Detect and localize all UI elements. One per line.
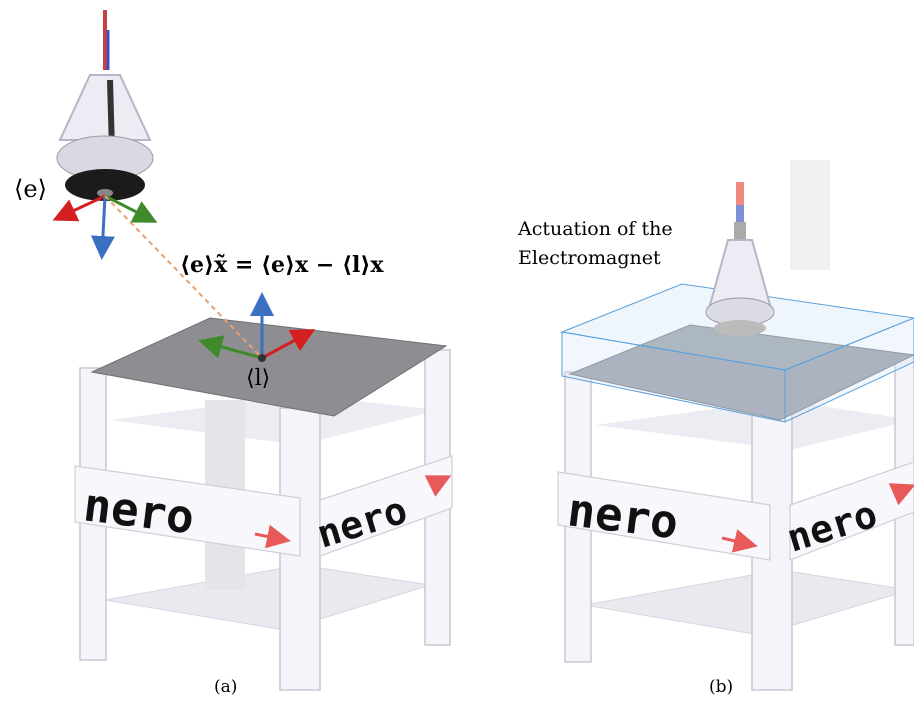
base-bar bbox=[585, 570, 910, 635]
frame-label: ⟨e⟩ bbox=[14, 175, 47, 203]
axis-arrow bbox=[105, 196, 152, 220]
gripper-claw bbox=[60, 75, 150, 140]
panel-a: nero nero ⟨e⟩ ⟨l⟩ ⟨e⟩x̃ = ⟨e⟩x − ⟨l⟩x (a… bbox=[14, 10, 452, 697]
connector bbox=[734, 222, 746, 240]
shadow bbox=[790, 160, 830, 270]
cable bbox=[736, 205, 744, 222]
axis-arrow bbox=[102, 196, 105, 254]
equation: ⟨e⟩x̃ = ⟨e⟩x − ⟨l⟩x bbox=[180, 252, 384, 278]
panel-b: nero nero Actuation of the Electromagnet… bbox=[517, 160, 914, 697]
figure: nero nero ⟨e⟩ ⟨l⟩ ⟨e⟩x̃ = ⟨e⟩x − ⟨l⟩x (a… bbox=[0, 0, 914, 702]
frame-origin bbox=[258, 354, 266, 362]
magnet bbox=[714, 320, 766, 336]
base-bar bbox=[105, 565, 430, 630]
panel-label: (a) bbox=[214, 677, 237, 697]
magnet-center bbox=[97, 189, 113, 197]
frame-label: ⟨l⟩ bbox=[246, 366, 270, 391]
panel-label: (b) bbox=[709, 677, 733, 697]
annotation: Electromagnet bbox=[518, 247, 661, 269]
axis-arrow bbox=[58, 196, 105, 218]
gripper-claw bbox=[710, 240, 770, 305]
annotation: Actuation of the bbox=[517, 218, 673, 240]
